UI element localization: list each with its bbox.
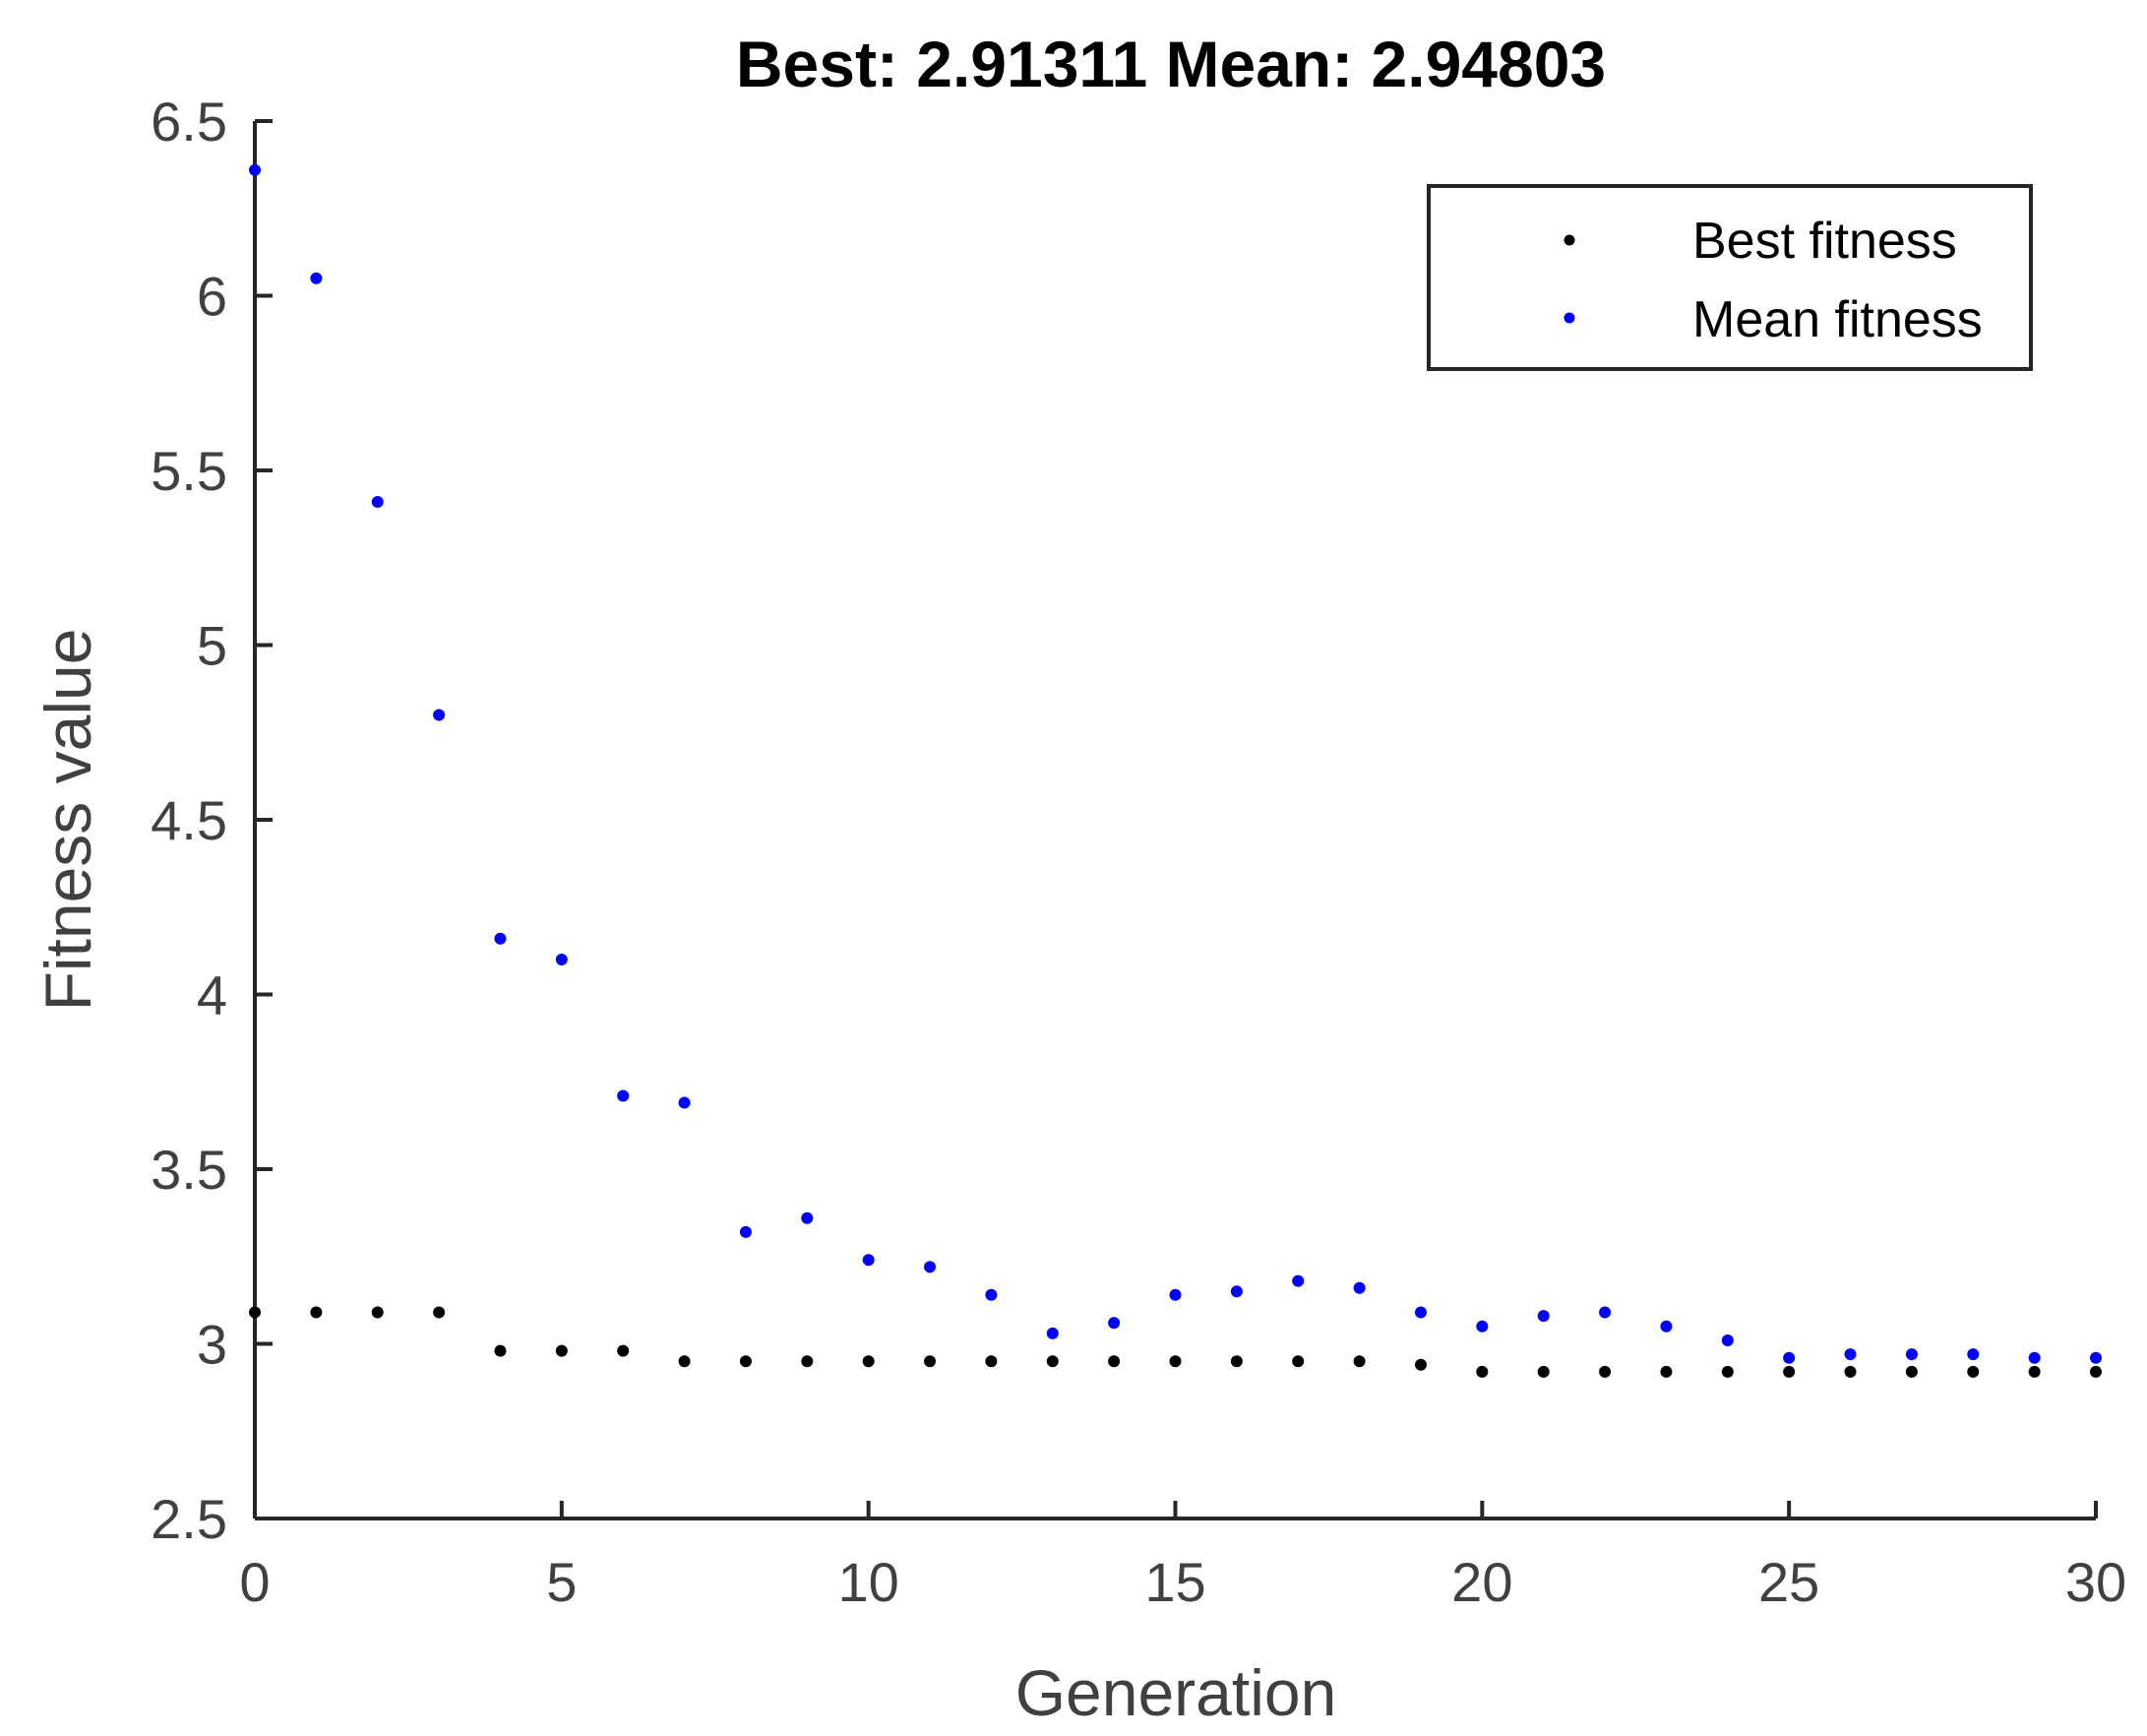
data-point [862, 1254, 875, 1267]
data-point [1353, 1281, 1366, 1294]
series-layer [249, 163, 2102, 1378]
data-point [433, 1306, 446, 1319]
data-point [801, 1211, 814, 1224]
data-point [678, 1355, 691, 1368]
x-tick-label: 25 [1758, 1551, 1819, 1613]
data-point [1046, 1355, 1059, 1368]
series-best-fitness [249, 1306, 2102, 1378]
data-point [494, 932, 507, 945]
data-point [310, 1306, 323, 1319]
x-tick-label: 20 [1451, 1551, 1512, 1613]
data-point [310, 272, 323, 284]
data-point [555, 954, 568, 965]
data-point [249, 163, 261, 176]
y-axis-ticks: 2.5 3 3.5 4 4.5 5 5.5 6 6.5 [151, 91, 273, 1550]
data-point [678, 1096, 691, 1109]
data-point [1599, 1306, 1612, 1319]
x-tick-label: 5 [546, 1551, 577, 1613]
data-point [371, 495, 384, 508]
data-point [924, 1355, 937, 1368]
data-point [1967, 1365, 1980, 1378]
legend-label-mean-fitness: Mean fitness [1692, 291, 1983, 348]
legend-label-best-fitness: Best fitness [1692, 213, 1957, 270]
data-point [617, 1089, 630, 1102]
data-point [1292, 1355, 1305, 1368]
data-point [801, 1355, 814, 1368]
data-point [1783, 1365, 1796, 1378]
data-point [1660, 1365, 1673, 1378]
data-point [1169, 1355, 1182, 1368]
data-point [739, 1225, 752, 1238]
x-tick-label: 10 [838, 1551, 899, 1613]
data-point [371, 1306, 384, 1319]
y-tick-label: 6 [197, 266, 227, 328]
y-axis-label: Fitness value [31, 629, 104, 1012]
data-point [1292, 1274, 1305, 1287]
y-tick-label: 4.5 [151, 789, 227, 851]
data-point [1599, 1365, 1612, 1378]
data-point [1230, 1355, 1243, 1368]
data-point [1169, 1288, 1182, 1301]
data-point [985, 1288, 998, 1301]
data-point [1353, 1355, 1366, 1368]
data-point [2090, 1365, 2102, 1378]
data-point [1660, 1320, 1673, 1333]
y-tick-label: 3.5 [151, 1139, 227, 1201]
data-point [1414, 1358, 1427, 1371]
legend-box [1427, 184, 2033, 371]
data-point [249, 1306, 261, 1319]
data-point [2028, 1351, 2041, 1364]
x-tick-label: 0 [239, 1551, 270, 1613]
data-point [1721, 1365, 1734, 1378]
data-point [1108, 1355, 1121, 1368]
data-point [924, 1261, 937, 1273]
y-tick-label: 5.5 [151, 440, 227, 502]
data-point [1414, 1306, 1427, 1319]
data-point [2090, 1351, 2102, 1364]
legend-marker-mean-fitness [1564, 312, 1575, 324]
x-tick-label: 15 [1144, 1551, 1205, 1613]
data-point [1844, 1348, 1857, 1361]
data-point [1783, 1351, 1796, 1364]
data-point [739, 1355, 752, 1368]
data-point [617, 1344, 630, 1357]
data-point [985, 1355, 998, 1368]
data-point [1046, 1327, 1059, 1339]
y-tick-label: 3 [197, 1314, 227, 1376]
data-point [1905, 1348, 1918, 1361]
y-tick-label: 5 [197, 615, 227, 677]
data-point [1476, 1365, 1489, 1378]
y-tick-label: 6.5 [151, 91, 227, 153]
data-point [555, 1344, 568, 1357]
data-point [1476, 1320, 1489, 1333]
data-point [862, 1355, 875, 1368]
x-axis-ticks: 0 5 10 15 20 25 30 [239, 1501, 2126, 1613]
y-tick-label: 4 [197, 964, 227, 1026]
x-tick-label: 30 [2065, 1551, 2126, 1613]
data-point [1905, 1365, 1918, 1378]
y-tick-label: 2.5 [151, 1488, 227, 1550]
data-point [1108, 1317, 1121, 1330]
data-point [1844, 1365, 1857, 1378]
data-point [494, 1344, 507, 1357]
legend: Best fitness Mean fitness [1427, 184, 2033, 371]
data-point [1721, 1333, 1734, 1346]
chart-title: Best: 2.91311 Mean: 2.94803 [736, 28, 1606, 100]
legend-marker-best-fitness [1564, 234, 1575, 246]
data-point [2028, 1365, 2041, 1378]
series-mean-fitness [249, 163, 2102, 1364]
data-point [433, 709, 446, 721]
data-point [1967, 1348, 1980, 1361]
data-point [1537, 1310, 1550, 1323]
data-point [1230, 1285, 1243, 1298]
x-axis-label: Generation [1015, 1656, 1337, 1729]
data-point [1537, 1365, 1550, 1378]
